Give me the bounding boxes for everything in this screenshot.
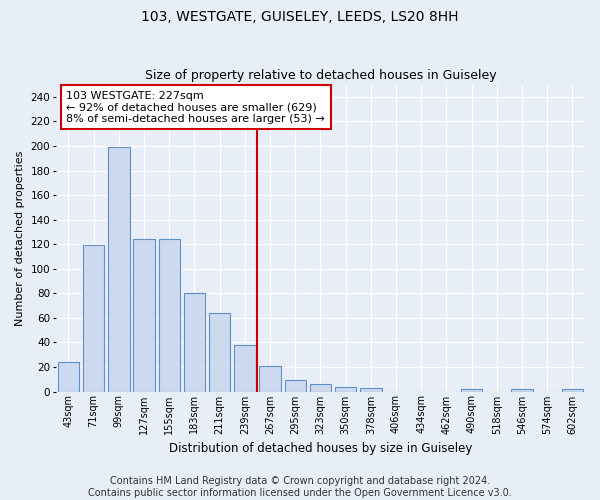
Bar <box>335 386 356 392</box>
Bar <box>234 345 256 392</box>
Title: Size of property relative to detached houses in Guiseley: Size of property relative to detached ho… <box>145 69 496 82</box>
Bar <box>259 366 281 392</box>
Bar <box>310 384 331 392</box>
Y-axis label: Number of detached properties: Number of detached properties <box>15 150 25 326</box>
Bar <box>360 388 382 392</box>
Bar <box>133 240 155 392</box>
Text: 103 WESTGATE: 227sqm
← 92% of detached houses are smaller (629)
8% of semi-detac: 103 WESTGATE: 227sqm ← 92% of detached h… <box>67 90 325 124</box>
Text: Contains HM Land Registry data © Crown copyright and database right 2024.
Contai: Contains HM Land Registry data © Crown c… <box>88 476 512 498</box>
Bar <box>158 240 180 392</box>
Bar <box>284 380 306 392</box>
Bar <box>461 389 482 392</box>
Text: 103, WESTGATE, GUISELEY, LEEDS, LS20 8HH: 103, WESTGATE, GUISELEY, LEEDS, LS20 8HH <box>141 10 459 24</box>
Bar <box>108 147 130 392</box>
Bar <box>184 294 205 392</box>
Bar <box>83 246 104 392</box>
Bar <box>511 389 533 392</box>
X-axis label: Distribution of detached houses by size in Guiseley: Distribution of detached houses by size … <box>169 442 472 455</box>
Bar <box>58 362 79 392</box>
Bar <box>562 389 583 392</box>
Bar <box>209 313 230 392</box>
